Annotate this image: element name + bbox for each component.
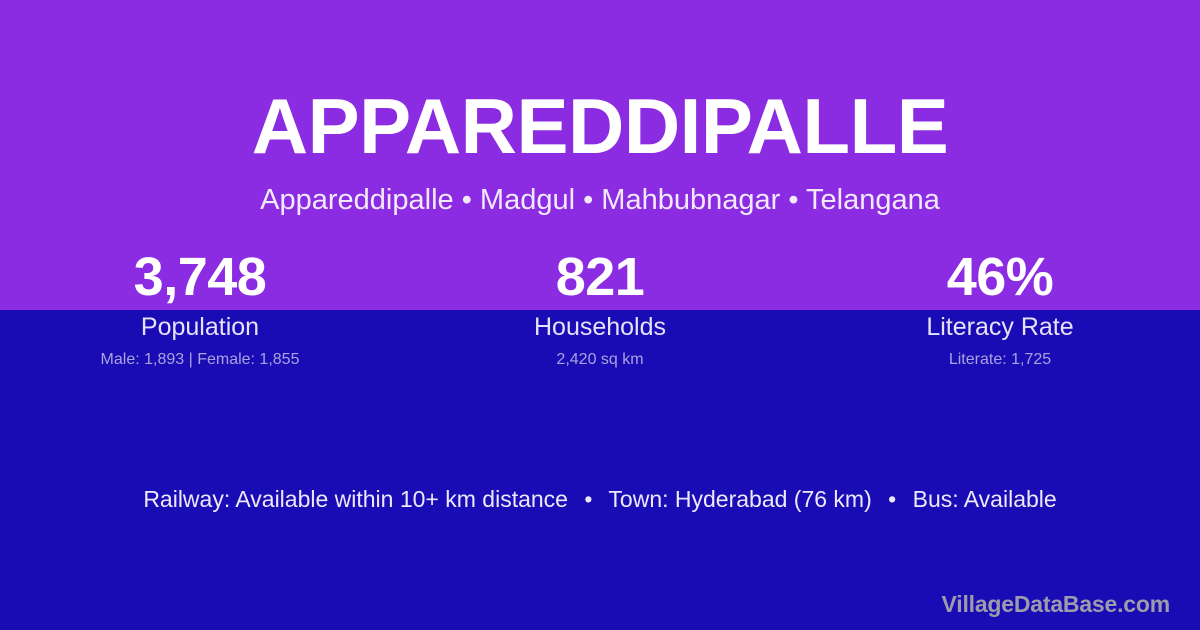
stat-literacy-rate-label: Literacy Rate (926, 313, 1074, 341)
facility-nearest-town: Town: Hyderabad (76 km) (608, 486, 872, 512)
stat-literacy-rate-value: 46% (946, 247, 1054, 307)
stat-households: 821 Households 2,420 sq km (400, 246, 800, 370)
stat-literacy-rate-sub: Literate: 1,725 (948, 351, 1052, 368)
stat-population: 3,748 Population Male: 1,893 | Female: 1… (0, 246, 400, 370)
stat-households-sub: 2,420 sq km (556, 351, 644, 368)
facility-railway: Railway: Available within 10+ km distanc… (143, 486, 568, 512)
stat-literacy-rate: 46% Literacy Rate Literate: 1,725 (800, 246, 1200, 370)
facility-bus: Bus: Available (912, 486, 1057, 512)
facility-separator-2: • (888, 486, 897, 512)
facilities-line: Railway: Available within 10+ km distanc… (0, 484, 1200, 514)
stat-population-sub: Male: 1,893 | Female: 1,855 (100, 351, 300, 368)
blue-background-band (0, 310, 1200, 630)
site-watermark: VillageDataBase.com (941, 591, 1171, 617)
stat-households-label: Households (533, 313, 667, 341)
stat-households-value: 821 (555, 247, 645, 307)
purple-background-band (0, 0, 1200, 310)
facility-separator-1: • (584, 486, 593, 512)
breadcrumb: Appareddipalle • Madgul • Mahbubnagar • … (260, 184, 940, 216)
stats-row: 3,748 Population Male: 1,893 | Female: 1… (0, 246, 1200, 370)
stat-population-label: Population (140, 313, 260, 341)
stat-population-value: 3,748 (133, 247, 267, 307)
page-title: APPAREDDIPALLE (251, 82, 949, 170)
